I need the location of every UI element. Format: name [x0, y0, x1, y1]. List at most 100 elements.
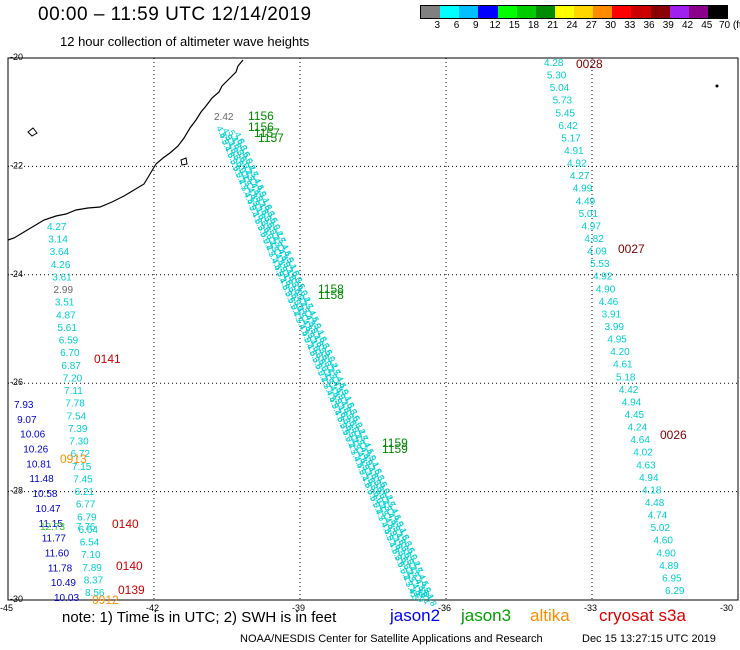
time-label: 1159 — [382, 442, 408, 456]
swh-value: 4.95 — [607, 335, 627, 346]
swh-value: 11.48 — [29, 474, 54, 485]
swh-value: 6.72 — [71, 449, 91, 460]
swh-value: 8.37 — [84, 575, 104, 586]
time-label: 1156 — [248, 109, 274, 123]
colorbar-label: 18 — [527, 20, 540, 31]
colorbar-label: 6 — [453, 20, 460, 31]
swh-value: 4.92 — [567, 159, 587, 170]
colorbar-label: 21 — [547, 20, 559, 31]
swh-value: 6.95 — [662, 573, 682, 584]
swh-value: 7.89 — [82, 563, 102, 574]
lat-tick-label: -22 — [10, 160, 23, 170]
swh-value: 3.64 — [50, 247, 70, 258]
swh-value: 4.26 — [51, 260, 71, 271]
swh-value: 5.53 — [590, 259, 610, 270]
swh-value: 4.90 — [596, 284, 616, 295]
swh-value: 7.78 — [65, 399, 85, 410]
swh-value: 2.42 — [214, 112, 234, 123]
colorbar-label: 42 — [681, 20, 694, 31]
swh-value: 3.99 — [605, 322, 625, 333]
swh-value: 9.07 — [17, 415, 37, 426]
swh-value: 4.94 — [622, 397, 642, 408]
swh-value: 10.49 — [51, 578, 76, 589]
lat-tick-label: -28 — [10, 486, 23, 496]
swh-value: 6.29 — [665, 586, 685, 597]
swh-value: 4.02 — [633, 448, 653, 459]
swh-value: 4.27 — [47, 222, 67, 233]
swh-value: 4.27 — [570, 171, 590, 182]
colorbar-label: 9 — [472, 20, 479, 31]
swh-value: 4.20 — [610, 347, 630, 358]
swh-value: 2.99 — [54, 285, 74, 296]
swh-value: 6.77 — [76, 500, 96, 511]
colorbar-label: 39 — [662, 20, 674, 31]
colorbar-swatch — [478, 6, 498, 18]
island-outline — [27, 127, 38, 137]
colorbar-label: 70 (ft) — [718, 20, 740, 31]
colorbar-swatch — [650, 6, 670, 18]
time-label: 0140 — [116, 559, 143, 573]
colorbar-label: 36 — [643, 20, 655, 31]
time-label: 0140 — [112, 517, 139, 531]
colorbar-swatch — [459, 6, 479, 18]
coastline — [7, 59, 244, 241]
swh-value: 11.60 — [45, 548, 70, 559]
time-label: 0026 — [660, 428, 687, 442]
swh-value: 4.60 — [653, 536, 673, 547]
wave-height-map: -20 -22 -24 -26 -28 -30 -45 -42 -39 -36 -33 -30 4.28… — [0, 52, 739, 613]
time-label: 0141 — [94, 352, 121, 366]
swh-value: 7.20 — [63, 373, 83, 384]
swh-value: 4.91 — [564, 146, 584, 157]
swh-value: 4.24 — [628, 423, 648, 434]
swh-value: 7.30 — [69, 437, 89, 448]
island-dot — [715, 84, 719, 88]
swh-value: 6.54 — [80, 538, 100, 549]
colorbar-swatch — [688, 6, 708, 18]
lat-tick-label: -20 — [10, 52, 23, 62]
swh-value: 7.11 — [64, 386, 83, 397]
lon-tick-label: -42 — [146, 603, 159, 613]
lat-tick-label: -30 — [10, 594, 23, 604]
wave-height-colorbar — [420, 5, 728, 19]
swh-value: 4.99 — [573, 184, 593, 195]
time-label: 1157 — [254, 126, 280, 140]
lon-tick-label: -39 — [292, 603, 305, 613]
map-frame — [7, 57, 739, 601]
colorbar-swatch — [554, 6, 574, 18]
colorbar-label: 12 — [489, 20, 501, 31]
swh-value: 7.93 — [14, 400, 34, 411]
swh-value: 11.78 — [48, 563, 73, 574]
swh-value: 6.87 — [61, 361, 81, 372]
legend-jason2: jason2 — [390, 606, 441, 625]
lat-tick-label: -24 — [10, 269, 23, 279]
colorbar-swatch — [497, 6, 517, 18]
lon-tick-label: -30 — [720, 603, 733, 613]
swh-value: 4.94 — [639, 473, 659, 484]
swh-value: 4.61 — [613, 360, 633, 371]
colorbar-swatch — [440, 6, 460, 18]
swh-value: 7.15 — [72, 462, 92, 473]
swh-value: 4.64 — [630, 435, 650, 446]
swh-value: 3.51 — [55, 298, 75, 309]
swh-value: 3.14 — [48, 235, 68, 246]
swh-value: 6.59 — [59, 336, 79, 347]
swh-value: 4.45 — [625, 410, 645, 421]
colorbar-label: 24 — [566, 20, 578, 31]
swh-value: 5.61 — [57, 323, 77, 334]
swh-value: 10.47 — [36, 504, 61, 515]
colorbar-swatch — [669, 6, 689, 18]
swh-value: 8.56 — [85, 588, 105, 599]
swh-value: 6.21 — [75, 487, 95, 498]
time-label: 1158 — [318, 282, 344, 296]
footer-note: note: 1) Time is in UTC; 2) SWH is in fe… — [62, 609, 337, 626]
swh-value: 4.63 — [636, 460, 656, 471]
swh-value: 4.97 — [581, 221, 601, 232]
swh-value: 5.02 — [651, 523, 671, 534]
swh-value: 7.76 — [76, 522, 96, 533]
swh-value: 5.04 — [550, 83, 570, 94]
swh-value: 4.28 — [544, 58, 564, 69]
swh-value: 5.18 — [616, 372, 636, 383]
time-label: 1159 — [382, 436, 408, 450]
swh-value: 4.92 — [593, 272, 613, 283]
swh-value: 7.45 — [73, 474, 93, 485]
